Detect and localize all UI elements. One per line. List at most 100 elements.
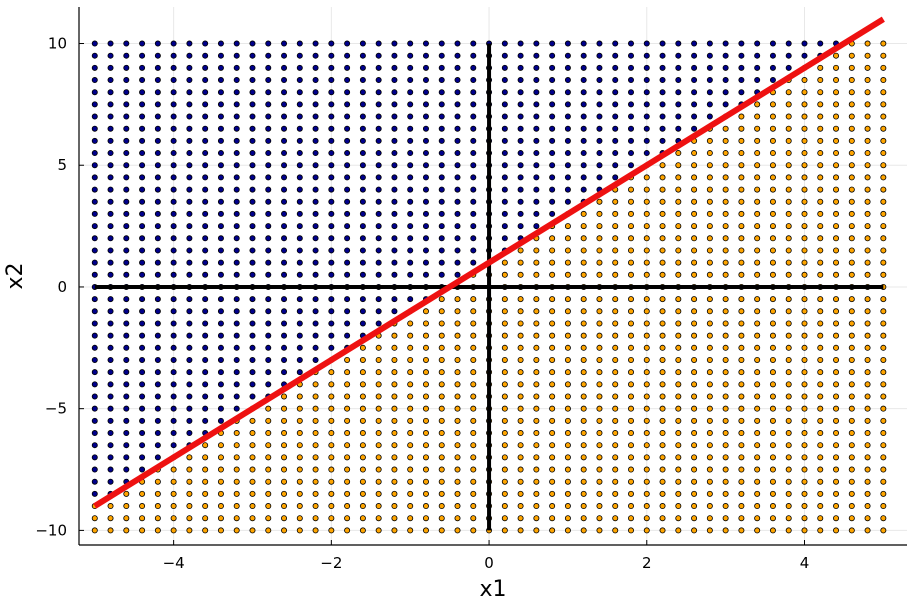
point-below <box>848 150 855 157</box>
point-above <box>643 125 650 132</box>
point-above <box>123 393 130 400</box>
point-below <box>564 344 571 351</box>
point-above <box>281 64 288 71</box>
point-below <box>754 162 761 169</box>
point-above <box>359 77 366 84</box>
point-below <box>643 356 650 363</box>
point-above <box>281 356 288 363</box>
point-above <box>454 247 461 254</box>
point-above <box>139 332 146 339</box>
point-below <box>217 454 224 461</box>
point-below <box>801 515 808 522</box>
point-above <box>170 430 177 437</box>
point-above <box>438 77 445 84</box>
point-above <box>407 235 414 242</box>
point-above <box>281 40 288 47</box>
point-above <box>296 356 303 363</box>
point-below <box>91 527 98 534</box>
point-above <box>202 296 209 303</box>
point-above <box>754 52 761 59</box>
point-below <box>596 442 603 449</box>
point-below <box>785 174 792 181</box>
point-above <box>628 89 635 96</box>
point-above <box>533 150 540 157</box>
point-below <box>596 198 603 205</box>
point-above <box>265 356 272 363</box>
point-below <box>470 296 477 303</box>
point-above <box>265 308 272 315</box>
point-below <box>738 393 745 400</box>
point-above <box>91 210 98 217</box>
point-below <box>706 210 713 217</box>
point-below <box>643 478 650 485</box>
point-below <box>848 320 855 327</box>
point-below <box>533 247 540 254</box>
point-below <box>675 320 682 327</box>
point-below <box>643 320 650 327</box>
point-below <box>801 150 808 157</box>
point-below <box>864 186 871 193</box>
point-below <box>438 393 445 400</box>
point-below <box>549 478 556 485</box>
point-below <box>596 515 603 522</box>
point-below <box>817 332 824 339</box>
point-above <box>217 162 224 169</box>
point-above <box>454 40 461 47</box>
point-below <box>848 162 855 169</box>
point-above <box>312 235 319 242</box>
point-above <box>186 296 193 303</box>
point-below <box>880 247 887 254</box>
point-above <box>407 186 414 193</box>
point-below <box>769 332 776 339</box>
point-below <box>564 478 571 485</box>
point-below <box>612 478 619 485</box>
point-above <box>328 296 335 303</box>
point-below <box>391 393 398 400</box>
point-above <box>407 150 414 157</box>
point-above <box>249 381 256 388</box>
point-below <box>359 454 366 461</box>
point-below <box>564 223 571 230</box>
point-above <box>233 64 240 71</box>
point-below <box>233 442 240 449</box>
point-above <box>312 113 319 120</box>
point-above <box>454 52 461 59</box>
point-below <box>328 466 335 473</box>
point-below <box>596 369 603 376</box>
point-above <box>249 296 256 303</box>
point-below <box>407 332 414 339</box>
point-above <box>454 198 461 205</box>
point-above <box>359 223 366 230</box>
point-below <box>501 356 508 363</box>
point-below <box>738 442 745 449</box>
point-below <box>833 454 840 461</box>
point-above <box>186 369 193 376</box>
point-above <box>107 247 114 254</box>
point-below <box>785 296 792 303</box>
point-above <box>170 125 177 132</box>
point-below <box>549 490 556 497</box>
point-below <box>691 503 698 510</box>
point-above <box>281 296 288 303</box>
point-above <box>107 344 114 351</box>
point-below <box>564 381 571 388</box>
point-above <box>154 150 161 157</box>
point-below <box>848 466 855 473</box>
point-below <box>249 466 256 473</box>
point-below <box>580 369 587 376</box>
point-below <box>659 210 666 217</box>
point-below <box>754 186 761 193</box>
point-below <box>864 247 871 254</box>
point-below <box>517 369 524 376</box>
point-below <box>170 466 177 473</box>
point-above <box>785 52 792 59</box>
point-above <box>139 40 146 47</box>
point-above <box>123 223 130 230</box>
point-below <box>738 417 745 424</box>
point-above <box>596 52 603 59</box>
point-above <box>123 247 130 254</box>
point-above <box>407 296 414 303</box>
point-above <box>217 320 224 327</box>
point-above <box>91 89 98 96</box>
point-below <box>817 515 824 522</box>
